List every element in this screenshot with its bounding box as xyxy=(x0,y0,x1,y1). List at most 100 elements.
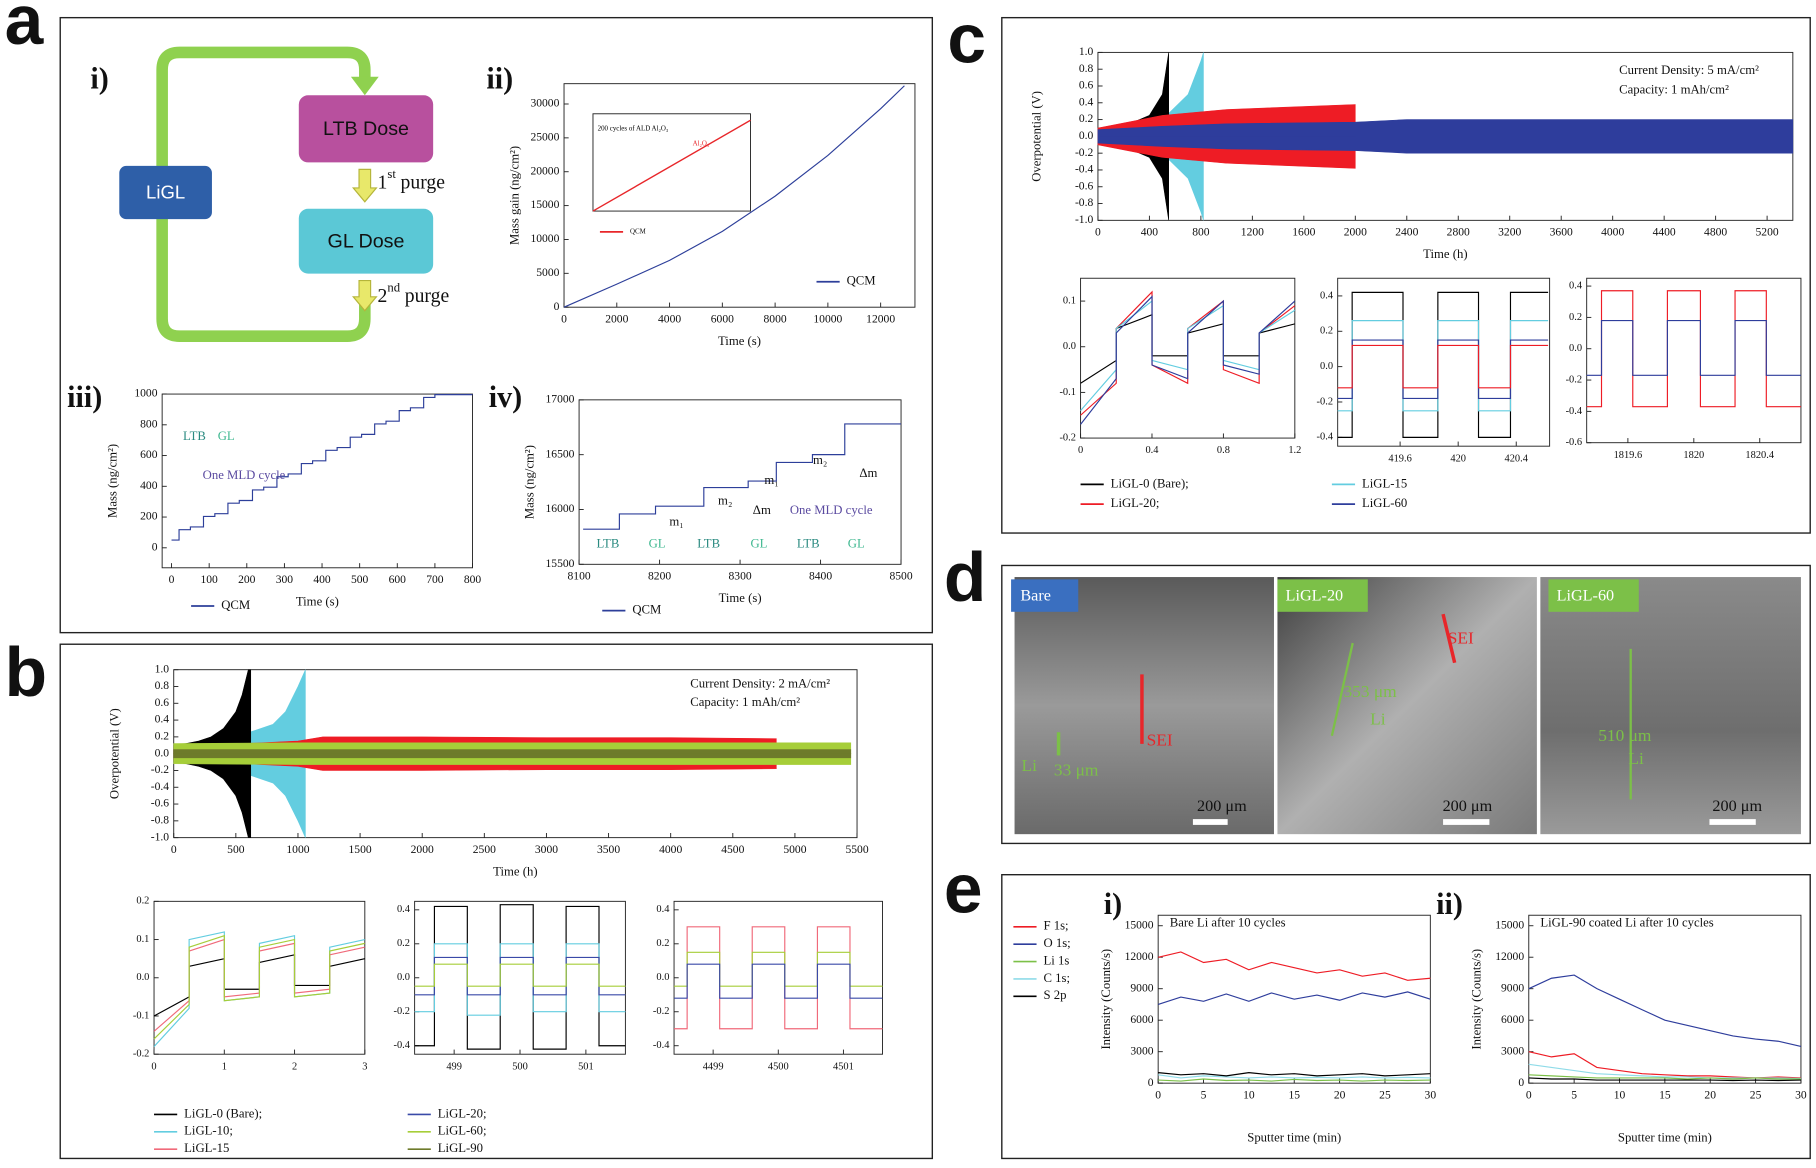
x-tick-label: 501 xyxy=(578,1061,594,1072)
x-tick-label: 300 xyxy=(276,573,294,586)
node-box xyxy=(298,95,434,163)
y-axis-label: Mass gain (ng/cm²) xyxy=(507,146,521,245)
y-tick-label: 10000 xyxy=(530,232,559,245)
purge-sup: st xyxy=(387,167,396,181)
y-tick-label: -0.6 xyxy=(1566,437,1582,448)
legend-label: O 1s; xyxy=(1044,936,1071,950)
y-tick-label: 0.4 xyxy=(1079,95,1094,108)
band-lower xyxy=(173,753,852,759)
plot-frame xyxy=(592,113,751,212)
thickness-arrow xyxy=(1330,642,1354,736)
y-tick-label: -0.2 xyxy=(133,1049,149,1060)
node-label: LTB Dose xyxy=(323,118,409,140)
y-tick-label: 0.0 xyxy=(1063,341,1076,352)
y-tick-label: 0.2 xyxy=(656,938,669,949)
annotation: m₂ xyxy=(813,453,827,467)
x-tick-label: 5500 xyxy=(845,843,868,856)
purge-text: purge xyxy=(401,171,446,193)
x-tick-label: 2000 xyxy=(605,313,628,326)
annotation: Current Density: 2 mA/cm² xyxy=(690,677,830,691)
sub-label: iv) xyxy=(489,380,522,414)
purge-n: 2 xyxy=(378,284,388,306)
x-tick-label: 3500 xyxy=(597,843,620,856)
y-tick-label: 0.6 xyxy=(1079,79,1094,92)
x-tick-label: 5000 xyxy=(783,843,806,856)
image-tag xyxy=(1011,579,1079,612)
panel-frame xyxy=(1001,564,1811,845)
y-tick-label: 17000 xyxy=(545,393,574,406)
y-tick-label: 0.2 xyxy=(397,938,410,949)
annotation: LTB xyxy=(183,429,206,443)
series-line xyxy=(583,423,902,530)
node-label: GL Dose xyxy=(328,231,405,253)
series-line xyxy=(414,963,626,987)
x-tick-label: 1500 xyxy=(349,843,372,856)
annotation: LTB xyxy=(596,537,619,551)
y-tick-label: 0.2 xyxy=(1320,326,1333,337)
sub-label: ii) xyxy=(486,61,513,95)
y-tick-label: 400 xyxy=(140,479,158,492)
x-tick-label: 420 xyxy=(1450,453,1466,464)
x-tick-label: 0 xyxy=(151,1061,156,1072)
y-tick-label: 1.0 xyxy=(155,662,170,675)
x-tick-label: 2 xyxy=(292,1061,297,1072)
x-tick-label: 1820.4 xyxy=(1745,450,1774,461)
legend-label: QCM xyxy=(630,228,646,236)
image-annotation: 353 μm xyxy=(1343,682,1397,701)
thickness-arrow xyxy=(1441,613,1457,664)
x-tick-label: 100 xyxy=(200,573,218,586)
panel-letter: d xyxy=(944,538,986,616)
y-tick-label: 0.0 xyxy=(656,972,669,983)
x-tick-label: 2800 xyxy=(1447,226,1470,239)
y-tick-label: 0.1 xyxy=(136,934,149,945)
panel-frame xyxy=(1001,16,1811,534)
legend-label: QCM xyxy=(221,598,250,612)
x-tick-label: 420.4 xyxy=(1505,453,1529,464)
legend-label: QCM xyxy=(847,274,876,288)
series-line xyxy=(1337,344,1549,389)
x-axis-label: Time (h) xyxy=(493,864,537,878)
y-tick-label: -1.0 xyxy=(151,830,170,843)
y-tick-label: -1.0 xyxy=(1075,213,1094,226)
series-line xyxy=(674,926,883,1030)
x-tick-label: 4000 xyxy=(659,843,682,856)
y-tick-label: 0.0 xyxy=(136,972,149,983)
annotation: LTB xyxy=(697,537,720,551)
y-axis-label: Overpotential (V) xyxy=(1030,91,1044,182)
x-tick-label: 500 xyxy=(351,573,369,586)
legend-label: QCM xyxy=(632,603,661,617)
y-tick-label: 5000 xyxy=(536,266,559,279)
x-tick-label: 4500 xyxy=(768,1061,789,1072)
series-line xyxy=(1158,1074,1431,1079)
series-line xyxy=(1586,319,1801,376)
sub-label: ii) xyxy=(1436,887,1463,921)
image-annotation: 510 μm xyxy=(1598,726,1652,745)
x-tick-label: 8300 xyxy=(728,570,751,583)
x-tick-label: 0 xyxy=(1526,1089,1532,1102)
x-tick-label: 5200 xyxy=(1756,226,1779,239)
image-tag xyxy=(1277,579,1368,612)
arrow-head xyxy=(350,76,379,96)
series-line xyxy=(1158,1078,1431,1082)
purge-label: 2nd purge xyxy=(378,281,450,307)
plot-frame xyxy=(1337,277,1551,447)
x-tick-label: 4000 xyxy=(658,313,681,326)
annotation: m₁ xyxy=(764,473,778,487)
x-tick-label: 3200 xyxy=(1498,226,1521,239)
y-tick-label: 25000 xyxy=(530,131,559,144)
x-tick-label: 0 xyxy=(561,313,567,326)
scale-label: 200 μm xyxy=(1712,797,1762,815)
x-tick-label: 8100 xyxy=(568,570,591,583)
series-line xyxy=(674,951,883,987)
legend-label: F 1s; xyxy=(1044,919,1069,933)
y-tick-label: 9000 xyxy=(1130,981,1153,994)
legend-label: LiGL-0 (Bare); xyxy=(184,1106,262,1120)
series-line xyxy=(1157,991,1431,1005)
x-tick-label: 499 xyxy=(446,1061,462,1072)
x-tick-label: 200 xyxy=(238,573,256,586)
annotation: Δm xyxy=(753,503,771,517)
series-line xyxy=(1080,295,1296,425)
x-tick-label: 3000 xyxy=(535,843,558,856)
x-tick-label: 1 xyxy=(222,1061,227,1072)
x-tick-label: 10000 xyxy=(813,313,842,326)
